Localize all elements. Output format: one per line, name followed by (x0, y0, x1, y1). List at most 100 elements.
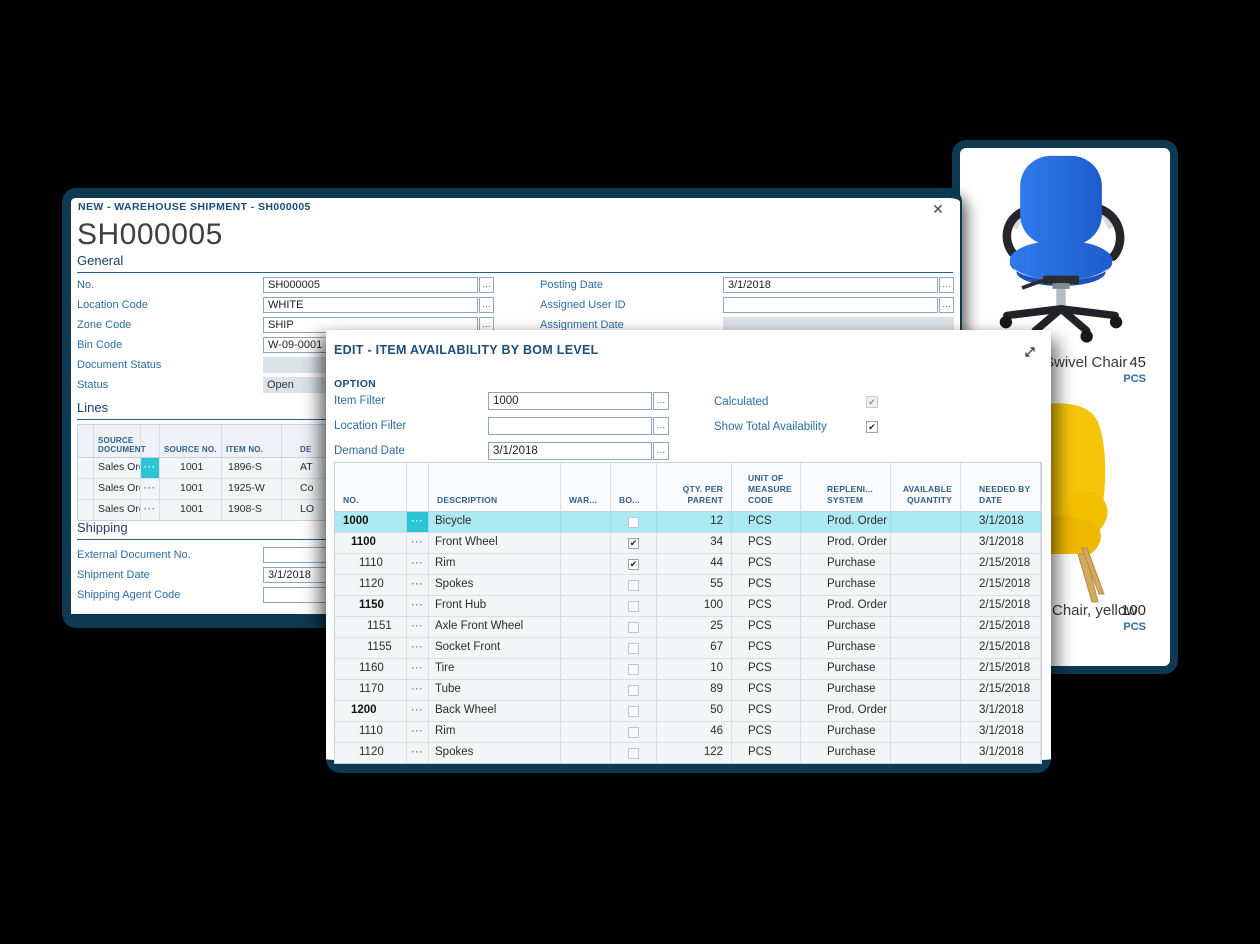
column-header-source-no[interactable]: SOURCE NO. (160, 425, 222, 457)
lookup-button[interactable]: … (479, 297, 494, 313)
cell-qty-per-parent: 89 (657, 680, 732, 700)
lookup-button[interactable]: … (653, 391, 669, 410)
filter-input[interactable] (488, 416, 652, 435)
lookup-button[interactable]: … (653, 441, 669, 460)
field-label: Posting Date (540, 279, 603, 291)
cell-warehouse (561, 743, 611, 763)
cell-warehouse (561, 659, 611, 679)
cell-bom (611, 575, 657, 595)
bom-table-row[interactable]: 1160 ··· Tire 10 PCS Purchase 2/15/2018 (335, 659, 1041, 680)
checkbox[interactable]: ✔ (866, 420, 878, 433)
column-header-unit-of-measure[interactable]: UNIT OF MEASURE CODE (732, 463, 801, 511)
expand-icon[interactable] (1020, 342, 1040, 362)
text-input[interactable] (263, 297, 478, 313)
bom-table-row[interactable]: 1000 ··· Bicycle 12 PCS Prod. Order 3/1/2018 (335, 512, 1041, 533)
cell-description: Socket Front (429, 638, 561, 658)
filter-input[interactable] (488, 441, 652, 460)
bom-checkbox[interactable] (628, 579, 639, 591)
bom-table-row[interactable]: 1110 ··· Rim 46 PCS Purchase 3/1/2018 (335, 722, 1041, 743)
cell-unit-of-measure: PCS (732, 554, 801, 574)
row-ellipsis-button[interactable]: ··· (407, 701, 429, 721)
cell-select[interactable] (78, 500, 94, 520)
bom-checkbox[interactable]: ✔ (628, 537, 639, 549)
cell-bom (611, 743, 657, 763)
column-header-source-document[interactable]: SOURCE DOCUMENT (94, 425, 146, 457)
bom-table-row[interactable]: 1150 ··· Front Hub 100 PCS Prod. Order 2/15/20… (335, 596, 1041, 617)
cell-qty-per-parent: 46 (657, 722, 732, 742)
lookup-button[interactable]: … (939, 297, 954, 313)
row-ellipsis-button[interactable]: ··· (407, 512, 429, 532)
field-label: Assignment Date (540, 319, 624, 331)
column-header-bom[interactable]: BO... (611, 463, 657, 511)
bom-checkbox[interactable] (628, 642, 639, 654)
column-header-available-quantity[interactable]: AVAILABLE QUANTITY (891, 463, 961, 511)
row-ellipsis-button[interactable]: ··· (407, 617, 429, 637)
column-header-description[interactable]: DESCRIPTION (429, 463, 561, 511)
bom-checkbox[interactable] (628, 705, 639, 717)
column-header-item-no[interactable]: ITEM NO. (222, 425, 282, 457)
row-ellipsis-button[interactable]: ··· (407, 680, 429, 700)
cell-qty-per-parent: 25 (657, 617, 732, 637)
filter-fields: Item Filter…Location Filter…Demand Date… (334, 388, 674, 463)
text-input[interactable] (263, 277, 478, 293)
cell-no: 1120 (335, 575, 407, 595)
field-label: Item Filter (334, 394, 386, 407)
bom-checkbox[interactable] (628, 663, 639, 675)
row-ellipsis-button[interactable]: ··· (407, 638, 429, 658)
column-header-select (78, 425, 94, 457)
row-ellipsis-button[interactable]: ··· (407, 659, 429, 679)
row-ellipsis-button[interactable]: ··· (141, 458, 160, 478)
column-header-warehouse[interactable]: WAR... (561, 463, 611, 511)
field-label: Calculated (714, 395, 769, 408)
cell-qty-per-parent: 34 (657, 533, 732, 553)
row-ellipsis-button[interactable]: ··· (407, 554, 429, 574)
bom-table-row[interactable]: 1151 ··· Axle Front Wheel 25 PCS Purchase 2/15… (335, 617, 1041, 638)
bom-checkbox[interactable]: ✔ (628, 558, 639, 570)
lookup-button[interactable]: … (939, 277, 954, 293)
text-input[interactable] (723, 297, 938, 313)
bom-table-row[interactable]: 1170 ··· Tube 89 PCS Purchase 2/15/2018 (335, 680, 1041, 701)
row-ellipsis-button[interactable]: ··· (407, 722, 429, 742)
filter-input[interactable] (488, 391, 652, 410)
text-input[interactable] (263, 317, 478, 333)
row-ellipsis-button[interactable]: ··· (407, 596, 429, 616)
column-header-no[interactable]: NO. (335, 463, 407, 511)
row-ellipsis-button[interactable]: ··· (141, 500, 160, 520)
cell-available-quantity (891, 617, 961, 637)
bom-table-row[interactable]: 1200 ··· Back Wheel 50 PCS Prod. Order 3/1/201… (335, 701, 1041, 722)
bom-table-row[interactable]: 1120 ··· Spokes 55 PCS Purchase 2/15/2018 (335, 575, 1041, 596)
column-header-replenishment-system[interactable]: REPLENI... SYSTEM (801, 463, 891, 511)
cell-bom (611, 512, 657, 532)
dialog-title: EDIT - ITEM AVAILABILITY BY BOM LEVEL (334, 343, 599, 357)
lookup-button[interactable]: … (479, 317, 494, 333)
row-ellipsis-button[interactable]: ··· (407, 575, 429, 595)
field-label: External Document No. (77, 549, 191, 561)
text-input[interactable] (723, 277, 938, 293)
cell-available-quantity (891, 659, 961, 679)
bom-checkbox[interactable] (628, 600, 639, 612)
bom-checkbox[interactable] (628, 621, 639, 633)
cell-select[interactable] (78, 479, 94, 499)
cell-unit-of-measure: PCS (732, 680, 801, 700)
bom-table-row[interactable]: 1120 ··· Spokes 122 PCS Purchase 3/1/2018 (335, 743, 1041, 763)
section-heading-general[interactable]: General (77, 253, 953, 273)
column-header-qty-per-parent[interactable]: QTY. PER PARENT (657, 463, 732, 511)
close-icon[interactable]: ✕ (932, 201, 944, 217)
field-label: Shipment Date (77, 569, 150, 581)
bom-table-row[interactable]: 1100 ··· Front Wheel ✔ 34 PCS Prod. Order 3/1/2… (335, 533, 1041, 554)
cell-unit-of-measure: PCS (732, 659, 801, 679)
lookup-button[interactable]: … (479, 277, 494, 293)
lookup-button[interactable]: … (653, 416, 669, 435)
cell-select[interactable] (78, 458, 94, 478)
column-header-needed-by-date[interactable]: NEEDED BY DATE (961, 463, 1041, 511)
bom-checkbox[interactable] (628, 726, 639, 738)
row-ellipsis-button[interactable]: ··· (407, 743, 429, 763)
bom-checkbox[interactable] (628, 747, 639, 759)
cell-replenishment-system: Purchase (801, 575, 891, 595)
bom-table-row[interactable]: 1110 ··· Rim ✔ 44 PCS Purchase 2/15/2018 (335, 554, 1041, 575)
row-ellipsis-button[interactable]: ··· (141, 479, 160, 499)
bom-checkbox[interactable] (628, 684, 639, 696)
row-ellipsis-button[interactable]: ··· (407, 533, 429, 553)
cell-needed-by-date: 2/15/2018 (961, 596, 1041, 616)
bom-table-row[interactable]: 1155 ··· Socket Front 67 PCS Purchase 2/15/201… (335, 638, 1041, 659)
